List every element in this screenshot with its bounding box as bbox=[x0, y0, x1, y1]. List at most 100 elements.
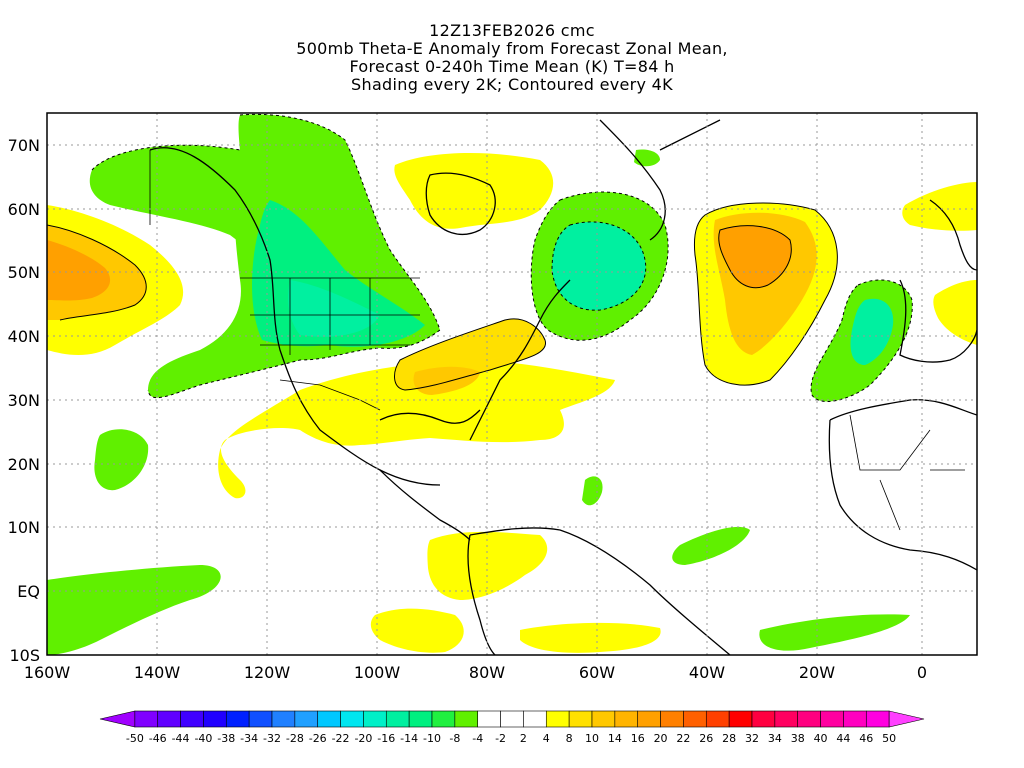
colorbar-swatch bbox=[134, 710, 159, 728]
title-line-1: 12Z13FEB2026 cmc bbox=[429, 21, 595, 40]
colorbar-tick-label: -10 bbox=[423, 732, 441, 745]
colorbar-swatches bbox=[99, 710, 925, 728]
colorbar-tick-label: -32 bbox=[263, 732, 281, 745]
anomaly-region-south-america bbox=[427, 531, 548, 600]
colorbar-tick-label: -16 bbox=[377, 732, 395, 745]
colorbar-swatch bbox=[225, 710, 250, 728]
anomaly-region-equatorial-atlantic bbox=[672, 526, 750, 565]
colorbar-swatch bbox=[728, 710, 753, 728]
colorbar-tick-label: -2 bbox=[495, 732, 506, 745]
negative-contours bbox=[91, 113, 913, 403]
colorbar-tick-label: 50 bbox=[882, 732, 896, 745]
colorbar-swatch bbox=[683, 710, 707, 728]
contour-labrador-negative bbox=[530, 191, 669, 341]
colorbar-swatch bbox=[614, 710, 639, 728]
colorbar-tick-label: -8 bbox=[449, 732, 460, 745]
colorbar-tick-label: 38 bbox=[791, 732, 805, 745]
lon-axis-labels: 160W 140W 120W 100W 80W 60W 40W 20W 0 bbox=[24, 663, 927, 682]
colorbar-tick-label: -44 bbox=[172, 732, 190, 745]
colorbar-tick-label: 46 bbox=[859, 732, 873, 745]
colorbar-labels: -50 -46 -44 -40 -38 -34 -32 -28 -26 -22 -20 -16 -14-… bbox=[126, 732, 896, 745]
colorbar-swatch bbox=[500, 710, 524, 728]
colorbar-tick-label: -50 bbox=[126, 732, 144, 745]
anomaly-region-equatorial-pacific bbox=[47, 565, 221, 655]
coast-scandinavia bbox=[929, 199, 977, 271]
coastlines bbox=[149, 119, 977, 655]
colorbar-swatch bbox=[431, 710, 456, 728]
colorbar-swatch bbox=[843, 710, 867, 728]
anomaly-region-southeast-us-core bbox=[413, 366, 480, 395]
anomaly-region-labrador-core bbox=[552, 221, 646, 311]
colorbar-swatch bbox=[545, 710, 570, 728]
anomaly-shading bbox=[47, 114, 977, 655]
colorbar-swatch bbox=[180, 710, 204, 728]
anomaly-region-amazon bbox=[370, 608, 464, 653]
colorbar-swatch bbox=[363, 710, 387, 728]
coast-central-america bbox=[379, 469, 471, 541]
colorbar-tick-label: -14 bbox=[400, 732, 418, 745]
colorbar-tick-label: -28 bbox=[286, 732, 304, 745]
map-gridlines bbox=[47, 113, 977, 655]
coast-africa bbox=[828, 399, 977, 571]
contour-iberia-negative bbox=[810, 279, 913, 403]
map-border bbox=[46, 112, 978, 656]
anomaly-region-hudson bbox=[394, 153, 554, 229]
colorbar-tick-label: 34 bbox=[768, 732, 782, 745]
anomaly-region-greenland bbox=[634, 149, 660, 167]
lon-tick-label: 100W bbox=[354, 663, 401, 682]
border-us-mexico bbox=[279, 379, 381, 411]
colorbar-swatch bbox=[271, 710, 296, 728]
lat-tick-label: EQ bbox=[17, 582, 40, 601]
lon-tick-label: 160W bbox=[24, 663, 71, 682]
contour-north-atlantic-inner bbox=[718, 225, 792, 289]
colorbar-tick-label: -38 bbox=[217, 732, 235, 745]
anomaly-region-west-africa bbox=[759, 614, 910, 651]
contour-north-atlantic-outer bbox=[693, 202, 838, 386]
colorbar-swatch bbox=[203, 710, 227, 728]
anomaly-region-scandinavia bbox=[902, 182, 977, 231]
colorbar-tick-label: -34 bbox=[240, 732, 258, 745]
lat-axis-labels: 70N 60N 50N 40N 30N 20N 10N EQ 10S bbox=[8, 136, 40, 665]
lon-tick-label: 60W bbox=[579, 663, 615, 682]
colorbar-swatch bbox=[248, 710, 273, 728]
colorbar-tick-label: 28 bbox=[722, 732, 736, 745]
map-plot: 160W 140W 120W 100W 80W 60W 40W 20W 0 70… bbox=[8, 112, 978, 682]
border-africa-1 bbox=[849, 414, 965, 531]
anomaly-region-pacific-east bbox=[94, 429, 149, 491]
title-line-3: Forecast 0-240h Time Mean (K) T=84 h bbox=[349, 57, 675, 76]
anomaly-region-iberia-core bbox=[850, 298, 894, 365]
colorbar: -50 -46 -44 -40 -38 -34 -32 -28 -26 -22 -20 -16 -14-… bbox=[99, 710, 925, 745]
title-line-4: Shading every 2K; Contoured every 4K bbox=[351, 75, 673, 94]
contour-us-negative bbox=[147, 113, 441, 399]
colorbar-swatch bbox=[751, 710, 776, 728]
colorbar-tick-label: 2 bbox=[520, 732, 527, 745]
colorbar-swatch bbox=[568, 710, 593, 728]
colorbar-tick-label: -46 bbox=[149, 732, 167, 745]
colorbar-tick-label: 44 bbox=[836, 732, 850, 745]
colorbar-swatch bbox=[523, 710, 547, 728]
colorbar-tick-label: 22 bbox=[676, 732, 690, 745]
coast-europe bbox=[899, 279, 977, 363]
colorbar-swatch bbox=[797, 710, 821, 728]
contour-labrador-inner bbox=[551, 221, 647, 311]
colorbar-swatch bbox=[865, 710, 890, 728]
anomaly-contours bbox=[47, 202, 838, 391]
lat-tick-label: 10N bbox=[8, 518, 40, 537]
colorbar-tick-label: 26 bbox=[699, 732, 713, 745]
colorbar-swatch bbox=[454, 710, 479, 728]
lon-tick-label: 140W bbox=[134, 663, 181, 682]
colorbar-swatch bbox=[705, 710, 730, 728]
lat-tick-label: 60N bbox=[8, 200, 40, 219]
contour-north-pacific bbox=[47, 224, 147, 321]
colorbar-arrow-right bbox=[888, 710, 925, 728]
colorbar-swatch bbox=[157, 710, 181, 728]
colorbar-tick-label: -20 bbox=[354, 732, 372, 745]
anomaly-region-us-deep bbox=[288, 280, 380, 337]
anomaly-region-north-pacific-core bbox=[47, 240, 111, 301]
anomaly-region-gulf bbox=[218, 360, 615, 499]
coast-greenland bbox=[599, 119, 721, 241]
colorbar-tick-label: 32 bbox=[745, 732, 759, 745]
lon-tick-label: 40W bbox=[689, 663, 725, 682]
lat-tick-label: 70N bbox=[8, 136, 40, 155]
colorbar-swatch bbox=[385, 710, 410, 728]
